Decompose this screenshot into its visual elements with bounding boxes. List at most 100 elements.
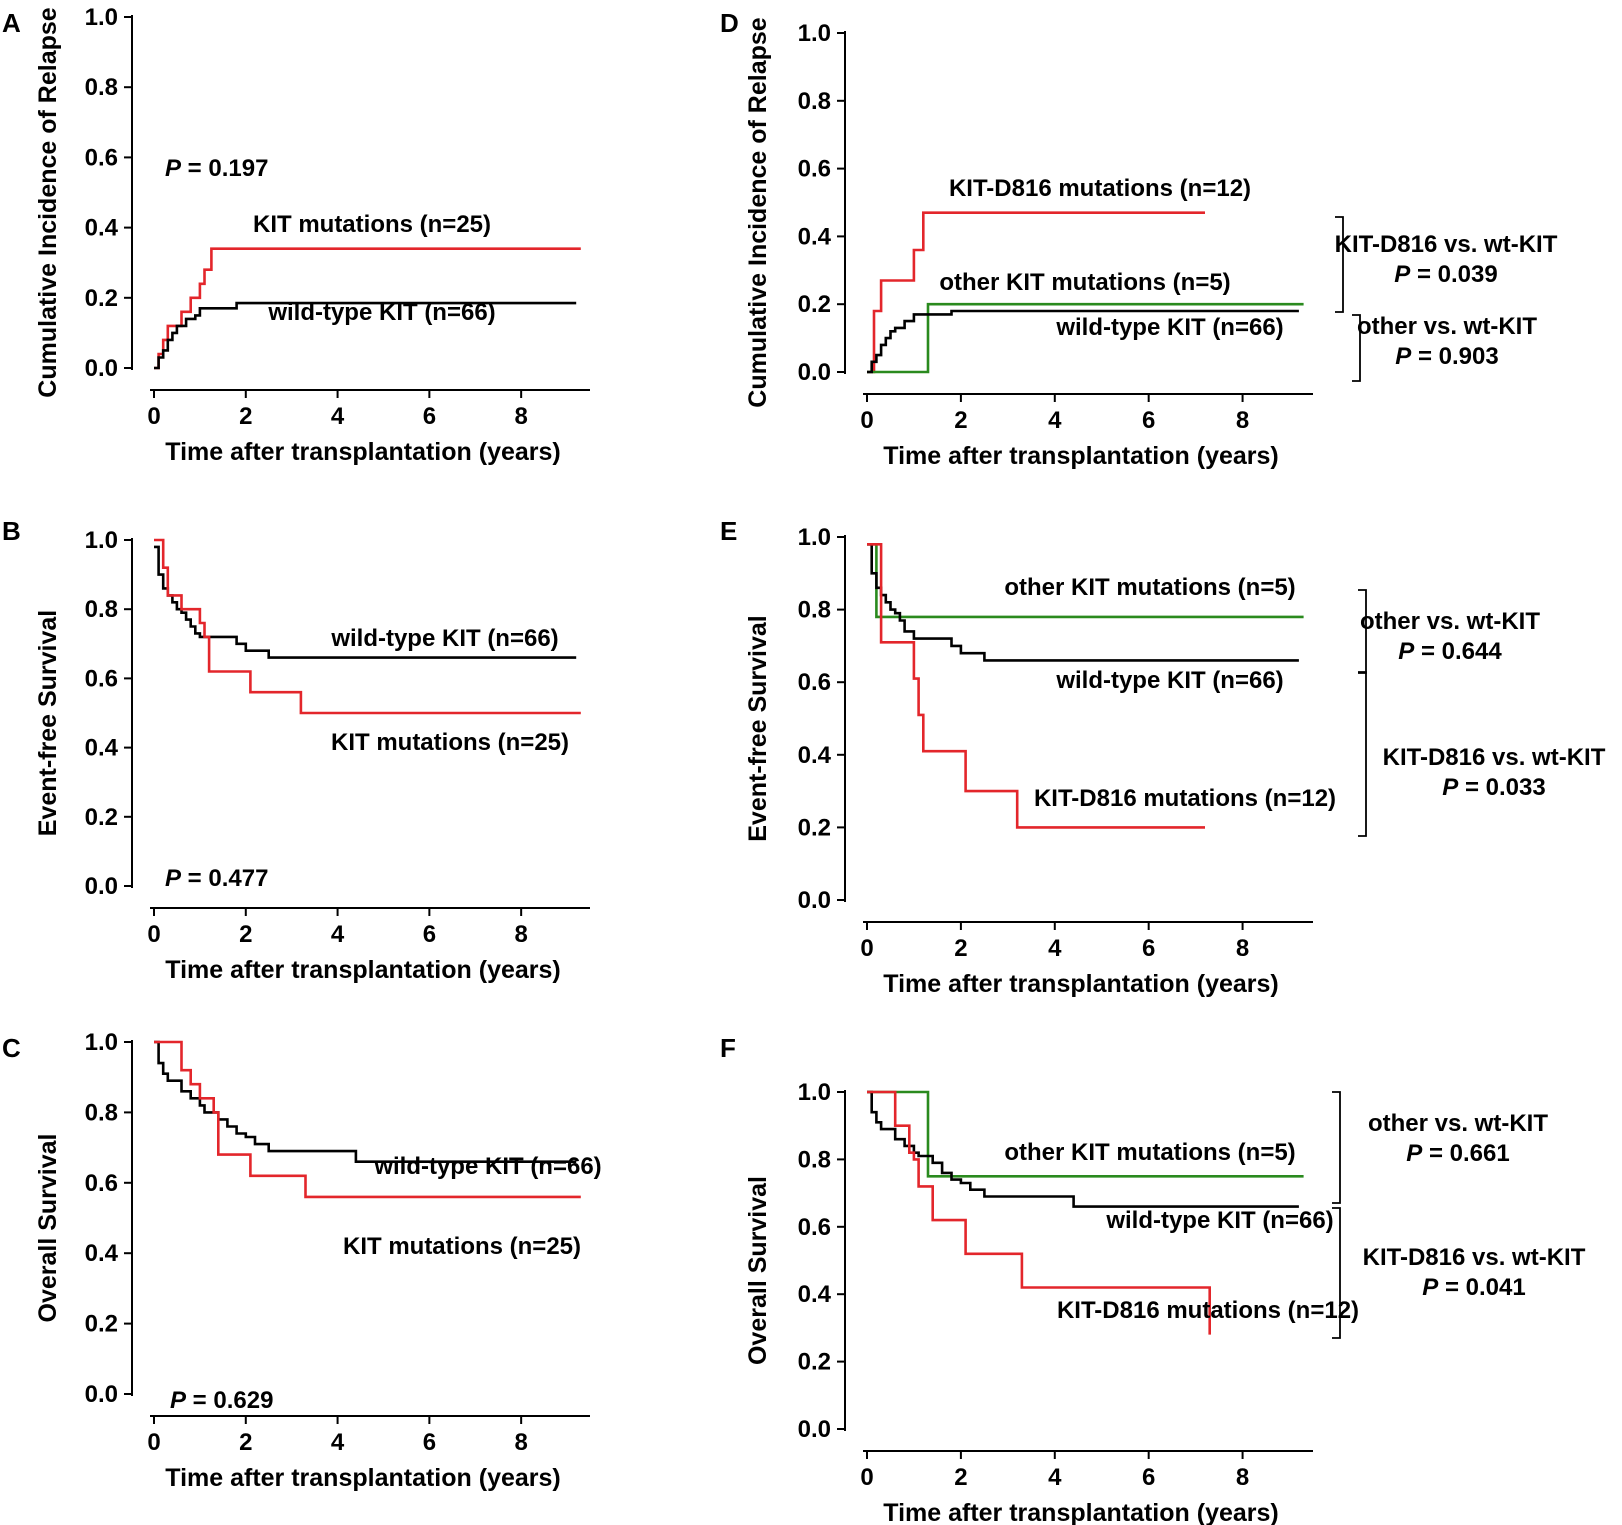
y-axis-title: Event-free Survival: [744, 615, 772, 842]
p-symbol: P: [1442, 774, 1459, 801]
y-tick-label: 0.6: [798, 669, 831, 696]
series-label: KIT mutations (n=25): [331, 729, 569, 756]
y-tick-label: 0.8: [798, 88, 831, 115]
p-symbol: P: [1422, 1274, 1439, 1301]
p-value: = 0.197: [181, 155, 268, 182]
y-axis-title: Overall Survival: [34, 1133, 62, 1322]
y-tick-label: 0.8: [798, 597, 831, 624]
x-tick-label: 4: [1048, 935, 1062, 962]
curve-kit-mutation: [154, 538, 581, 715]
curve-wild-type: [154, 545, 577, 659]
x-tick-label: 4: [331, 403, 345, 430]
comparison-bracket: [1335, 216, 1344, 313]
series-label: KIT-D816 mutations (n=12): [949, 175, 1251, 202]
comparison-p-value: P = 0.033: [1442, 774, 1545, 801]
panel-f: F 0.0 0.2 0.4 0.6 0.8 1.0 0 2 4 6 8 Time after trans…: [720, 1033, 1586, 1525]
x-axis-title: Time after transplantation (years): [165, 956, 560, 984]
x-tick-label: 4: [1048, 407, 1062, 434]
x-axis-title: Time after transplantation (years): [883, 970, 1278, 998]
panel-letter: A: [2, 8, 21, 38]
comparison-p-value: P = 0.041: [1422, 1274, 1525, 1301]
y-tick-label: 0.2: [798, 291, 831, 318]
x-tick-label: 0: [860, 935, 873, 962]
y-tick-label: 0.2: [798, 1349, 831, 1376]
x-tick-label: 2: [239, 403, 252, 430]
x-tick-label: 0: [860, 1464, 873, 1491]
x-tick-label: 2: [954, 935, 967, 962]
series-label: wild-type KIT (n=66): [330, 625, 558, 652]
x-tick-label: 6: [1142, 935, 1155, 962]
y-tick-label: 0.8: [85, 596, 118, 623]
x-tick-label: 0: [147, 921, 160, 948]
y-tick-label: 1.0: [798, 20, 831, 47]
series-label: KIT mutations (n=25): [343, 1233, 581, 1260]
series-label: KIT-D816 mutations (n=12): [1057, 1297, 1359, 1324]
y-tick-label: 0.0: [85, 1381, 118, 1408]
panel-letter: B: [2, 516, 21, 546]
comparison-label: other vs. wt-KIT: [1357, 313, 1537, 340]
y-tick-label: 0.8: [85, 74, 118, 101]
curve-kit-d816: [867, 211, 1205, 374]
comparison-label: KIT-D816 vs. wt-KIT: [1383, 744, 1606, 771]
y-tick-label: 1.0: [85, 1029, 118, 1056]
x-tick-label: 6: [1142, 1464, 1155, 1491]
y-tick-label: 0.0: [798, 887, 831, 914]
y-tick-label: 1.0: [85, 4, 118, 31]
x-tick-label: 8: [514, 1429, 527, 1456]
p-value: = 0.033: [1458, 774, 1545, 801]
panel-c: C 0.0 0.2 0.4 0.6 0.8 1.0 0 2 4 6 8 Time after trans…: [2, 1029, 602, 1492]
comparison-bracket: [1358, 671, 1367, 837]
p-value: = 0.661: [1422, 1140, 1509, 1167]
x-tick-label: 2: [239, 921, 252, 948]
series-label: KIT mutations (n=25): [253, 211, 491, 238]
x-tick-label: 6: [1142, 407, 1155, 434]
y-tick-label: 0.0: [85, 873, 118, 900]
y-tick-label: 0.4: [85, 215, 119, 242]
x-tick-label: 4: [331, 1429, 345, 1456]
y-axis-title: Overall Survival: [744, 1176, 772, 1365]
x-axis-title: Time after transplantation (years): [165, 438, 560, 466]
curve-wild-type: [867, 543, 1299, 662]
y-tick-label: 0.6: [85, 1170, 118, 1197]
y-tick-label: 0.0: [85, 355, 118, 382]
y-tick-label: 1.0: [798, 1079, 831, 1106]
curve-kit-mutation: [154, 1040, 581, 1199]
x-axis-title: Time after transplantation (years): [883, 1499, 1278, 1525]
comparison-p-value: P = 0.039: [1394, 261, 1497, 288]
y-tick-label: 0.8: [798, 1146, 831, 1173]
series-label: other KIT mutations (n=5): [1004, 1139, 1295, 1166]
panel-d: D 0.0 0.2 0.4 0.6 0.8 1.0 0 2 4 6 8 Time after trans…: [720, 8, 1558, 470]
series-label: other KIT mutations (n=5): [939, 269, 1230, 296]
panel-b: B 0.0 0.2 0.4 0.6 0.8 1.0 0 2 4 6 8 Time after trans…: [2, 516, 590, 984]
y-tick-label: 0.6: [798, 1214, 831, 1241]
panel-letter: C: [2, 1033, 21, 1063]
y-tick-label: 0.4: [798, 742, 832, 769]
curve-wild-type: [154, 301, 577, 370]
series-label: wild-type KIT (n=66): [373, 1153, 601, 1180]
x-tick-label: 4: [331, 921, 345, 948]
y-tick-label: 0.2: [85, 804, 118, 831]
x-axis-title: Time after transplantation (years): [883, 442, 1278, 470]
p-value: = 0.629: [186, 1387, 273, 1414]
x-tick-label: 0: [147, 403, 160, 430]
x-tick-label: 0: [860, 407, 873, 434]
p-value-annotation: P = 0.197: [165, 155, 268, 182]
y-axis-title: Cumulative Incidence of Relapse: [34, 7, 62, 397]
comparison-label: other vs. wt-KIT: [1368, 1110, 1548, 1137]
y-tick-label: 0.0: [798, 359, 831, 386]
y-tick-label: 0.4: [798, 1281, 832, 1308]
y-tick-label: 0.4: [85, 735, 119, 762]
p-symbol: P: [1394, 261, 1411, 288]
panel-e: E 0.0 0.2 0.4 0.6 0.8 1.0 0 2 4 6 8 Time after trans…: [720, 516, 1606, 998]
y-tick-label: 0.0: [798, 1416, 831, 1443]
comparison-label: other vs. wt-KIT: [1360, 608, 1540, 635]
curve-other-kit: [867, 1090, 1304, 1178]
comparison-bracket: [1332, 1091, 1341, 1204]
comparison-bracket: [1332, 1207, 1341, 1339]
panel-letter: D: [720, 8, 739, 38]
x-tick-label: 2: [954, 1464, 967, 1491]
y-tick-label: 0.2: [85, 1311, 118, 1338]
p-value-annotation: P = 0.477: [165, 865, 268, 892]
p-value: = 0.903: [1411, 343, 1498, 370]
x-tick-label: 8: [1236, 935, 1249, 962]
